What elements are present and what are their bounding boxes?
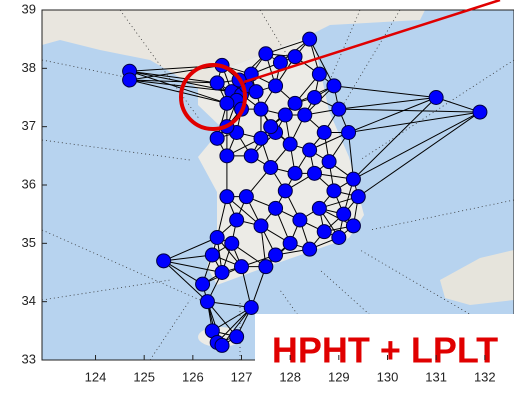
- node: [273, 56, 287, 70]
- node: [264, 161, 278, 175]
- node: [269, 201, 283, 215]
- node: [210, 231, 224, 245]
- x-tick-label: 127: [231, 369, 253, 384]
- node: [215, 338, 229, 352]
- node: [225, 236, 239, 250]
- node: [303, 32, 317, 46]
- y-tick-label: 35: [22, 235, 36, 250]
- node: [317, 126, 331, 140]
- annotation: HPHT + LPLT: [272, 330, 498, 371]
- x-tick-label: 129: [328, 369, 350, 384]
- y-tick-label: 36: [22, 176, 36, 191]
- node: [312, 67, 326, 81]
- x-tick-label: 125: [133, 369, 155, 384]
- x-tick-label: 130: [377, 369, 399, 384]
- node: [205, 248, 219, 262]
- node: [303, 143, 317, 157]
- node: [346, 219, 360, 233]
- y-tick-label: 38: [22, 60, 36, 75]
- node: [244, 149, 258, 163]
- node: [220, 190, 234, 204]
- x-tick-label: 131: [425, 369, 447, 384]
- node: [230, 330, 244, 344]
- node: [293, 213, 307, 227]
- x-tick-label: 132: [474, 369, 496, 384]
- node: [235, 260, 249, 274]
- node: [351, 190, 365, 204]
- node: [196, 277, 210, 291]
- node: [200, 295, 214, 309]
- node: [269, 248, 283, 262]
- node: [215, 266, 229, 280]
- node: [288, 50, 302, 64]
- node: [473, 105, 487, 119]
- node: [220, 149, 234, 163]
- node: [346, 172, 360, 186]
- node: [269, 79, 283, 93]
- node: [278, 184, 292, 198]
- node: [337, 207, 351, 221]
- node: [322, 155, 336, 169]
- y-tick-label: 39: [22, 1, 36, 16]
- node: [288, 96, 302, 110]
- node: [327, 79, 341, 93]
- node: [259, 260, 273, 274]
- node: [230, 213, 244, 227]
- node: [298, 108, 312, 122]
- y-tick-label: 37: [22, 118, 36, 133]
- node: [327, 184, 341, 198]
- node: [259, 47, 273, 61]
- node: [283, 137, 297, 151]
- node: [278, 108, 292, 122]
- x-tick-label: 128: [279, 369, 301, 384]
- node: [210, 131, 224, 145]
- x-tick-label: 124: [85, 369, 107, 384]
- node: [332, 102, 346, 116]
- y-tick-label: 33: [22, 351, 36, 366]
- node: [288, 166, 302, 180]
- node: [303, 242, 317, 256]
- node: [429, 91, 443, 105]
- node: [312, 201, 326, 215]
- node: [210, 76, 224, 90]
- x-tick-label: 126: [182, 369, 204, 384]
- node: [254, 219, 268, 233]
- node: [249, 85, 263, 99]
- chart: HPHT + LPLT 124 125 126 127 128 129 130 131 132 3…: [0, 0, 514, 410]
- node: [244, 301, 258, 315]
- node: [220, 96, 234, 110]
- node: [342, 126, 356, 140]
- node: [307, 166, 321, 180]
- node: [254, 131, 268, 145]
- node: [317, 225, 331, 239]
- node: [123, 73, 137, 87]
- node: [332, 231, 346, 245]
- node: [283, 236, 297, 250]
- node: [307, 91, 321, 105]
- node: [264, 120, 278, 134]
- node: [254, 102, 268, 116]
- node: [239, 190, 253, 204]
- node: [157, 254, 171, 268]
- y-tick-label: 34: [22, 293, 36, 308]
